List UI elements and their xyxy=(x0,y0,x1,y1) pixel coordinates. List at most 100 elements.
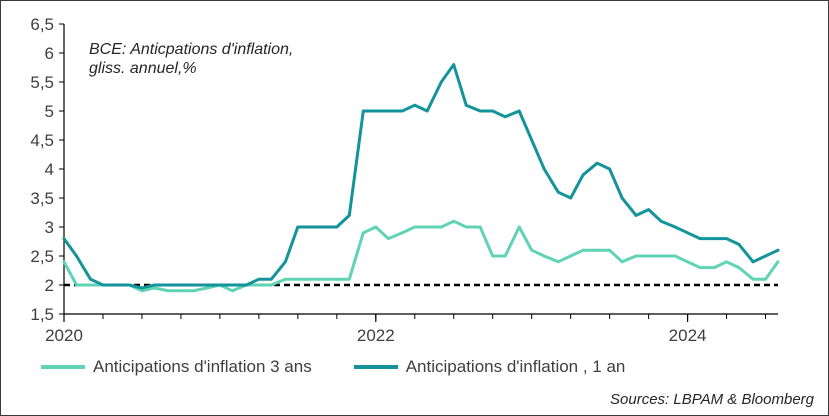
data-point-1y xyxy=(542,167,546,171)
data-point-3y xyxy=(503,254,507,258)
data-point-1y xyxy=(634,214,638,217)
data-point-3y xyxy=(439,225,443,229)
data-point-1y xyxy=(673,225,677,229)
data-point-1y xyxy=(114,283,117,287)
chart-title-line-2: gliss. annuel,% xyxy=(89,60,197,77)
data-point-3y xyxy=(517,225,521,229)
data-point-3y xyxy=(296,277,300,281)
data-point-3y xyxy=(737,266,741,269)
data-point-1y xyxy=(581,173,585,177)
source-note: Sources: LBPAM & Bloomberg xyxy=(610,391,814,408)
y-tick-label: 6 xyxy=(45,44,54,63)
data-point-3y xyxy=(386,237,390,241)
data-point-1y xyxy=(244,283,248,287)
x-axis: 2020 2022 2024 xyxy=(45,313,778,345)
data-point-3y xyxy=(361,231,365,235)
data-point-3y xyxy=(347,277,351,281)
y-tick-label: 5,5 xyxy=(30,73,54,92)
data-point-3y xyxy=(751,277,755,281)
data-point-1y xyxy=(153,283,156,287)
data-point-3y xyxy=(153,286,156,290)
data-point-1y xyxy=(322,225,326,229)
data-point-1y xyxy=(75,254,78,258)
data-point-3y xyxy=(269,283,273,287)
data-point-3y xyxy=(335,277,339,281)
data-point-3y xyxy=(776,260,780,264)
chart-title: BCE: Anticpations d'inflation, gliss. an… xyxy=(89,41,293,77)
data-point-3y xyxy=(413,225,417,229)
data-point-1y xyxy=(503,115,507,119)
data-point-1y xyxy=(347,214,351,217)
data-point-3y xyxy=(452,219,456,223)
data-point-3y xyxy=(464,225,468,229)
data-point-3y xyxy=(167,289,170,293)
data-point-1y xyxy=(659,219,663,223)
data-point-1y xyxy=(335,225,339,229)
chart-title-line-1: BCE: Anticpations d'inflation, xyxy=(89,41,293,58)
data-point-1y xyxy=(269,277,273,281)
data-point-1y xyxy=(439,80,443,84)
y-tick-label: 4 xyxy=(45,160,54,179)
data-point-3y xyxy=(764,277,767,281)
data-point-1y xyxy=(179,283,183,287)
data-point-3y xyxy=(230,289,234,293)
legend: Anticipations d'inflation 3 ans Anticipa… xyxy=(41,357,667,377)
y-tick-label: 1,5 xyxy=(30,305,54,324)
data-point-1y xyxy=(413,103,417,107)
legend-swatch-3y xyxy=(41,365,85,369)
data-point-3y xyxy=(647,254,651,258)
x-tick-label: 2020 xyxy=(45,326,83,345)
y-axis: 1,5 2 2,5 3 3,5 4 4,5 5 5,5 6 6,5 xyxy=(30,15,65,324)
legend-label-1y: Anticipations d'inflation , 1 an xyxy=(405,357,626,376)
data-point-1y xyxy=(257,277,261,281)
data-point-3y xyxy=(308,277,312,281)
data-point-1y xyxy=(386,109,390,113)
legend-swatch-1y xyxy=(353,365,398,369)
data-point-3y xyxy=(608,248,612,252)
data-point-1y xyxy=(698,237,702,241)
data-point-1y xyxy=(308,225,312,229)
data-point-1y xyxy=(569,196,573,200)
data-point-1y xyxy=(128,283,131,287)
data-point-1y xyxy=(517,109,521,113)
data-point-1y xyxy=(686,231,689,235)
data-point-3y xyxy=(581,248,585,252)
data-point-3y xyxy=(257,283,261,287)
y-tick-label: 4,5 xyxy=(30,131,54,150)
y-tick-label: 6,5 xyxy=(30,15,54,34)
data-point-3y xyxy=(89,283,92,287)
x-tick-label: 2022 xyxy=(357,326,395,345)
y-tick-label: 3 xyxy=(45,218,54,237)
data-point-3y xyxy=(322,277,326,281)
data-point-1y xyxy=(595,161,599,165)
data-point-3y xyxy=(595,248,599,252)
series-line-3y xyxy=(62,219,780,293)
data-point-1y xyxy=(283,260,287,264)
data-point-3y xyxy=(556,260,560,264)
x-tick-label: 2024 xyxy=(669,326,707,345)
data-point-1y xyxy=(230,283,234,287)
data-point-1y xyxy=(425,109,429,113)
data-point-1y xyxy=(140,286,144,290)
y-tick-label: 2,5 xyxy=(30,247,54,266)
data-point-1y xyxy=(206,283,209,287)
data-point-1y xyxy=(764,254,767,258)
data-point-3y xyxy=(179,289,183,293)
data-point-1y xyxy=(751,260,755,264)
data-point-3y xyxy=(634,254,638,258)
data-point-1y xyxy=(101,283,105,287)
data-point-3y xyxy=(62,260,66,264)
data-point-3y xyxy=(698,266,702,269)
legend-label-3y: Anticipations d'inflation 3 ans xyxy=(93,357,312,376)
data-point-1y xyxy=(452,63,456,66)
data-point-3y xyxy=(542,254,546,258)
data-point-1y xyxy=(218,283,222,287)
data-point-1y xyxy=(530,138,534,142)
series-group xyxy=(62,63,780,293)
data-point-3y xyxy=(725,260,728,264)
data-point-1y xyxy=(296,225,300,229)
data-point-3y xyxy=(75,283,78,287)
data-point-3y xyxy=(712,266,716,269)
